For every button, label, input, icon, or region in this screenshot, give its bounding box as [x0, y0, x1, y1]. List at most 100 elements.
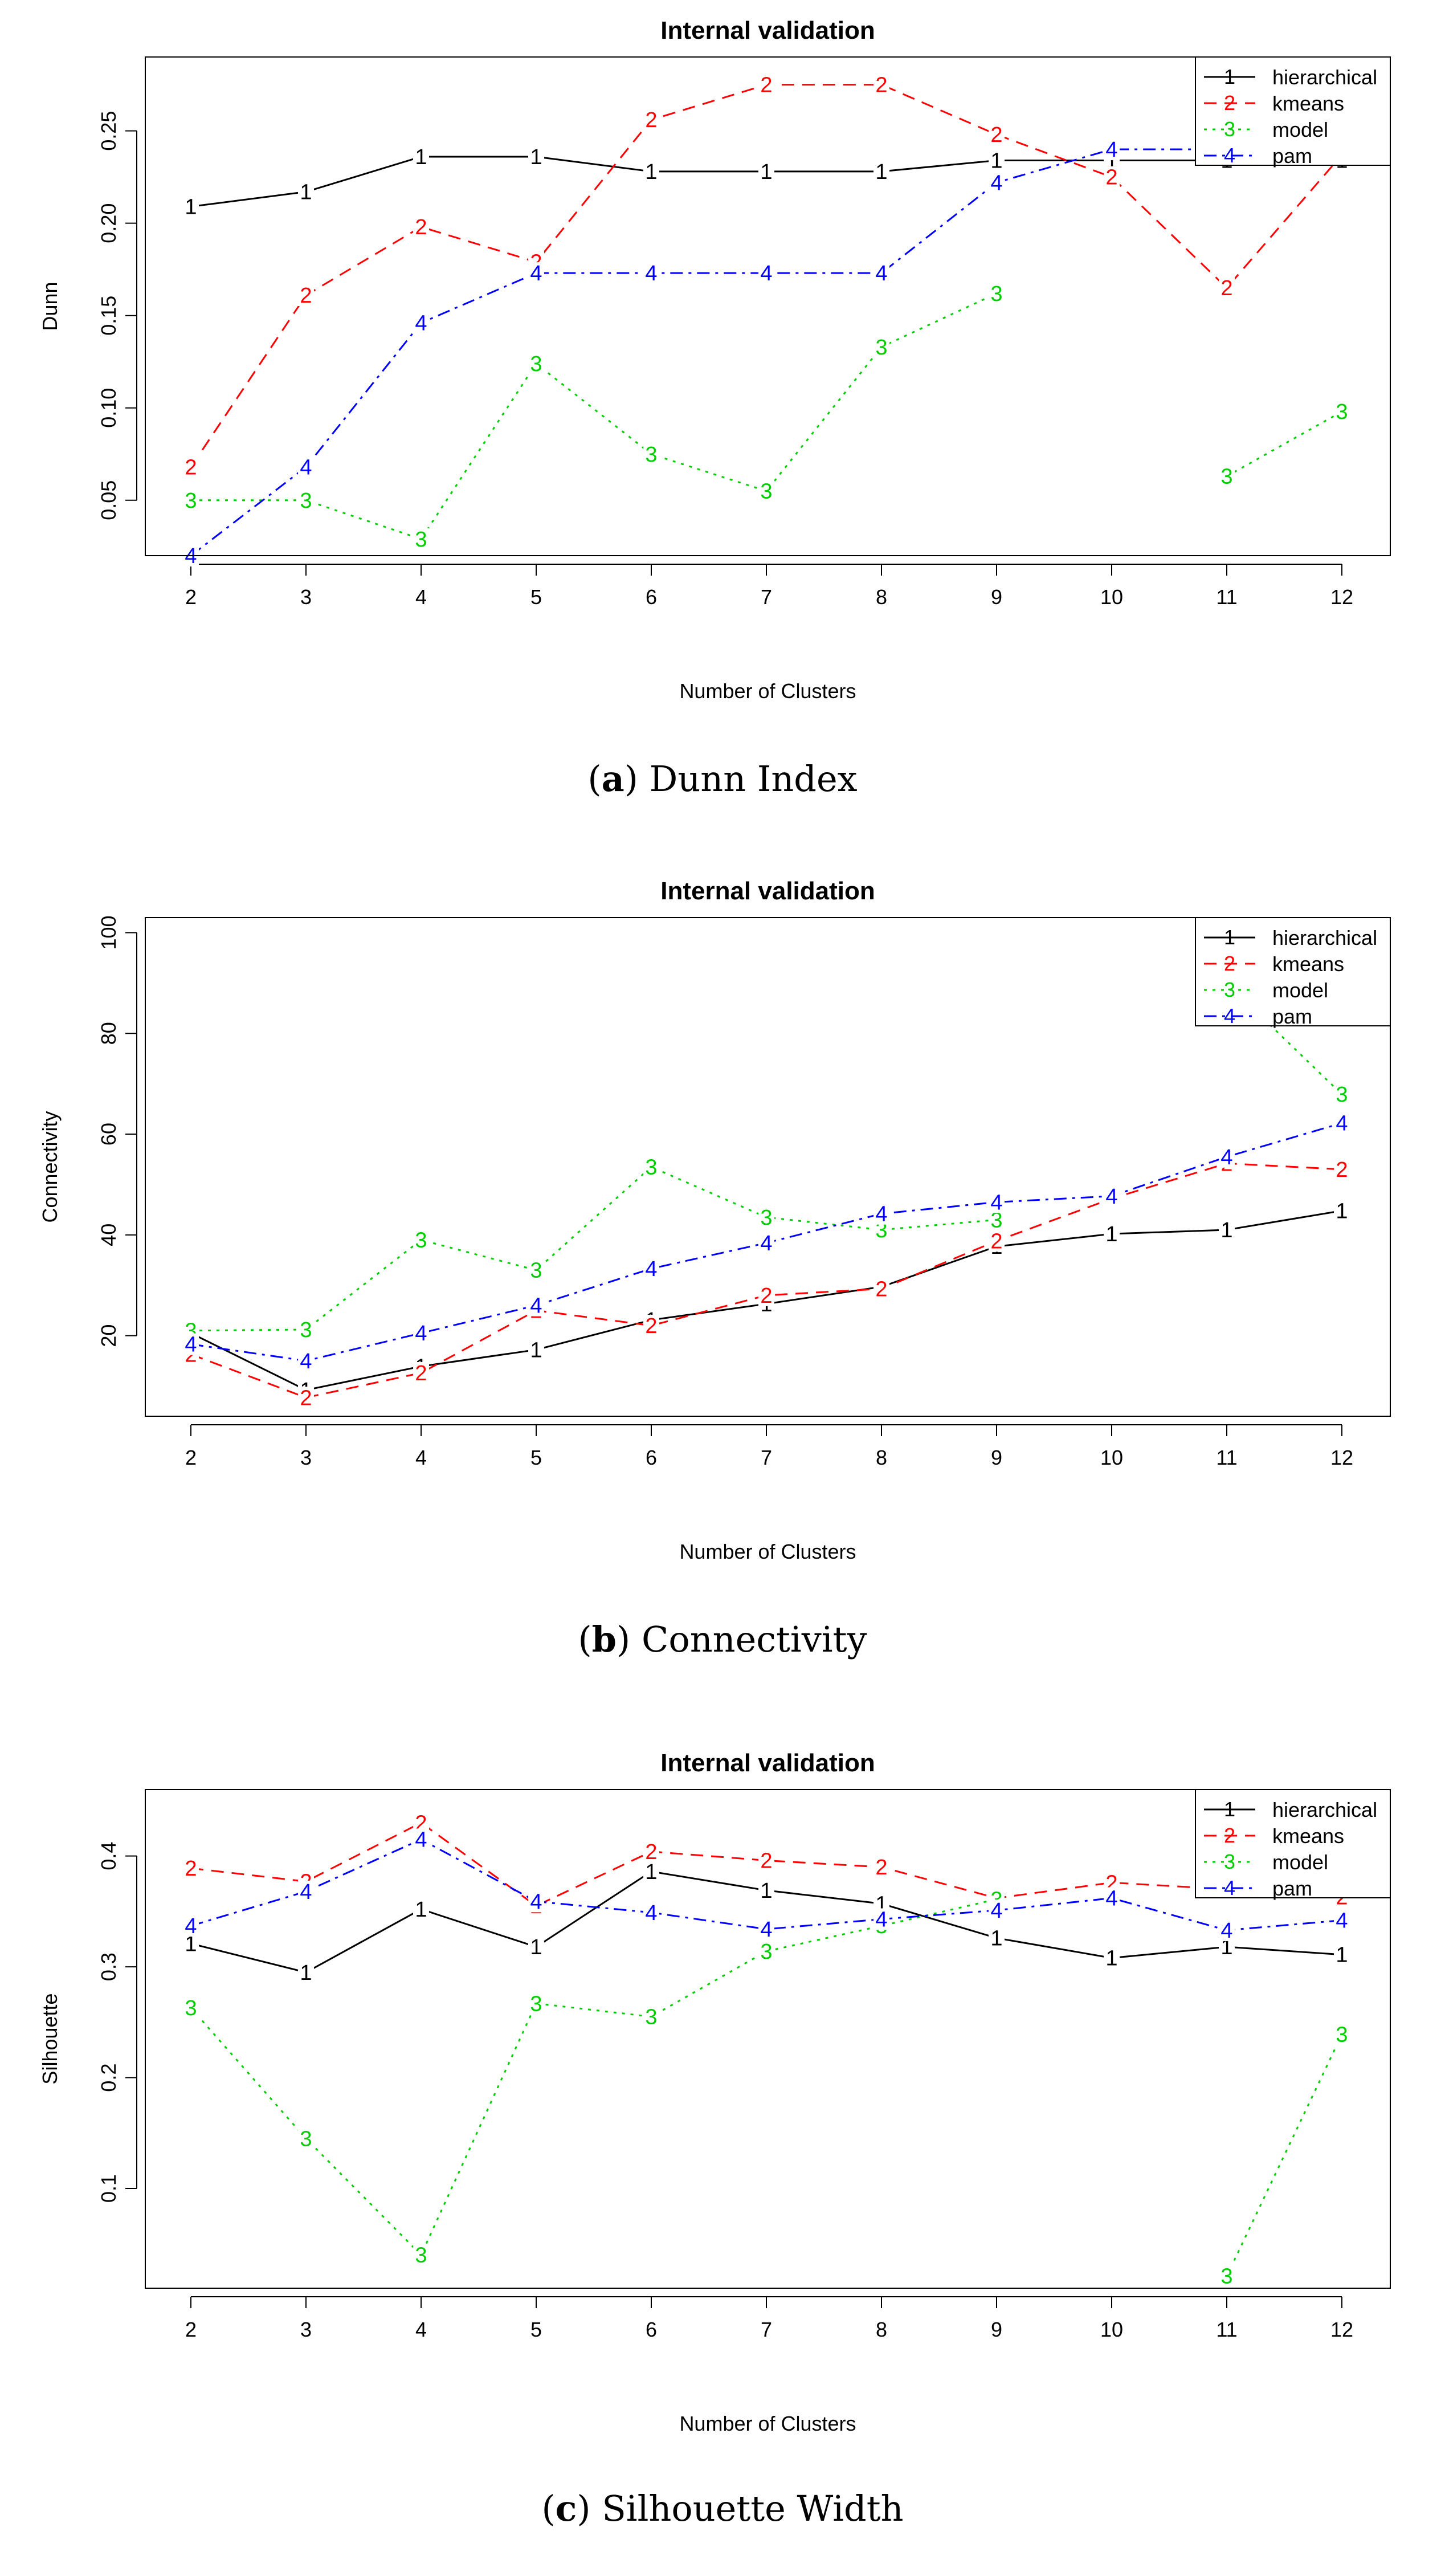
model-point: 3 — [760, 480, 772, 504]
legend-entry-pam: pam — [1272, 144, 1312, 168]
kmeans-point: 2 — [990, 1229, 1002, 1253]
kmeans-marker-bg — [643, 1840, 659, 1862]
pam-point: 4 — [530, 1890, 542, 1914]
hierarchical-point: 1 — [645, 160, 657, 184]
model-marker-bg — [758, 1206, 774, 1228]
legend-marker: 1 — [1224, 1798, 1235, 1821]
legend-entry-model: model — [1272, 1851, 1328, 1874]
model-marker-bg — [643, 1156, 659, 1178]
model-line — [190, 1898, 997, 2257]
chart-title: Internal validation — [660, 877, 875, 905]
pam-marker-bg — [758, 262, 774, 284]
model-marker-bg — [528, 352, 544, 374]
model-point: 3 — [1336, 2023, 1348, 2047]
model-point: 3 — [300, 489, 312, 513]
y-tick-label: 0.4 — [97, 1842, 120, 1870]
hierarchical-point: 1 — [990, 149, 1002, 173]
kmeans-point: 2 — [300, 284, 312, 308]
model-marker-bg — [298, 2127, 314, 2150]
x-tick-label: 10 — [1100, 1446, 1123, 1469]
x-tick-label: 10 — [1100, 2318, 1123, 2341]
pam-point: 4 — [1105, 1185, 1117, 1209]
x-tick-label: 7 — [761, 1446, 772, 1469]
legend-marker: 1 — [1224, 926, 1235, 949]
y-tick-label: 100 — [97, 915, 120, 949]
pam-marker-bg — [873, 262, 889, 284]
legend-marker: 2 — [1224, 1824, 1235, 1847]
model-point: 3 — [300, 1318, 312, 1342]
y-tick-label: 0.20 — [97, 203, 120, 243]
pam-point: 4 — [415, 312, 427, 336]
kmeans-marker-bg — [413, 1362, 429, 1384]
legend-entry-model: model — [1272, 979, 1328, 1002]
y-tick-label: 0.1 — [97, 2174, 120, 2203]
pam-point: 4 — [875, 1203, 887, 1226]
x-tick-label: 6 — [646, 1446, 657, 1469]
caption-letter: c — [555, 2488, 577, 2529]
kmeans-point: 2 — [185, 455, 197, 479]
kmeans-point: 2 — [300, 1386, 312, 1410]
pam-point: 4 — [875, 1908, 887, 1932]
pam-point: 4 — [990, 1191, 1002, 1214]
hierarchical-point: 1 — [530, 1935, 542, 1959]
legend-entry-hierarchical: hierarchical — [1272, 926, 1377, 949]
x-tick-label: 9 — [991, 585, 1002, 609]
x-tick-label: 11 — [1216, 585, 1237, 609]
pam-point: 4 — [645, 1901, 657, 1925]
pam-point: 4 — [300, 1350, 312, 1373]
kmeans-point: 2 — [875, 1856, 887, 1880]
model-marker-bg — [1219, 465, 1235, 487]
hierarchical-point: 1 — [875, 160, 887, 184]
legend-entry-model: model — [1272, 118, 1328, 141]
model-point: 3 — [415, 1229, 427, 1253]
caption-text: Silhouette Width — [602, 2488, 904, 2529]
pam-point: 4 — [760, 1232, 772, 1256]
hierarchical-marker-bg — [643, 160, 659, 182]
y-tick-label: 0.25 — [97, 111, 120, 151]
legend-entry-hierarchical: hierarchical — [1272, 1798, 1377, 1821]
hierarchical-point: 1 — [1105, 1222, 1117, 1246]
x-tick-label: 5 — [530, 2318, 542, 2341]
legend-entry-pam: pam — [1272, 1005, 1312, 1028]
hierarchical-point: 1 — [990, 1927, 1002, 1951]
kmeans-marker-bg — [873, 74, 889, 96]
legend-entry-kmeans: kmeans — [1272, 92, 1344, 115]
kmeans-point: 2 — [415, 215, 427, 239]
kmeans-marker-bg — [873, 1278, 889, 1300]
model-point: 3 — [1336, 1083, 1348, 1107]
legend-marker: 4 — [1224, 1004, 1235, 1028]
legend-entry-kmeans: kmeans — [1272, 1824, 1344, 1848]
model-marker-bg — [298, 1318, 314, 1340]
x-tick-label: 5 — [530, 585, 542, 609]
model-marker-bg — [528, 1992, 544, 2015]
hierarchical-point: 1 — [645, 1860, 657, 1884]
kmeans-marker-bg — [643, 109, 659, 131]
kmeans-marker-bg — [298, 284, 314, 307]
legend-marker: 3 — [1224, 117, 1235, 141]
hierarchical-marker-bg — [989, 149, 1005, 172]
y-tick-label: 0.10 — [97, 388, 120, 428]
hierarchical-point: 1 — [760, 160, 772, 184]
kmeans-series: 22222222222 — [183, 74, 1350, 479]
model-marker-bg — [413, 528, 429, 550]
kmeans-marker-bg — [183, 1857, 199, 1880]
model-point: 3 — [415, 2244, 427, 2268]
pam-marker-bg — [643, 1901, 659, 1923]
x-tick-label: 3 — [300, 1446, 312, 1469]
x-tick-label: 9 — [991, 1446, 1002, 1469]
model-point: 3 — [1221, 465, 1232, 489]
plot-frame — [145, 917, 1391, 1417]
kmeans-point: 2 — [760, 1284, 772, 1308]
pam-marker-bg — [413, 1828, 429, 1851]
pam-marker-bg — [989, 172, 1005, 194]
model-marker-bg — [1219, 2265, 1235, 2287]
hierarchical-point: 1 — [185, 1932, 197, 1956]
kmeans-marker-bg — [643, 1314, 659, 1336]
pam-marker-bg — [298, 456, 314, 478]
pam-point: 4 — [1221, 1146, 1232, 1169]
kmeans-point: 2 — [875, 74, 887, 97]
model-line — [190, 1165, 997, 1332]
model-marker-bg — [413, 1229, 429, 1251]
